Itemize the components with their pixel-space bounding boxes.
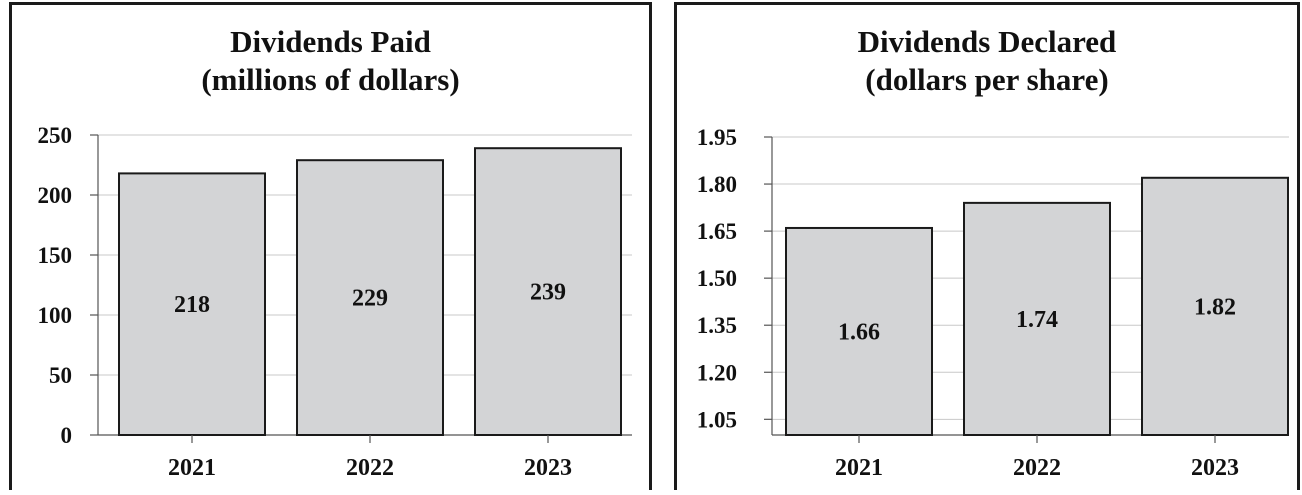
x-tick-label: 2021: [835, 455, 883, 481]
data-label: 239: [530, 280, 566, 306]
y-tick-label: 0: [61, 423, 73, 448]
y-tick-label: 150: [38, 243, 73, 268]
y-tick-label: 1.50: [697, 266, 737, 291]
y-tick-label: 250: [38, 123, 73, 148]
y-tick-label: 1.65: [697, 219, 737, 244]
chart-title-block: Dividends Paid (millions of dollars): [12, 23, 649, 99]
x-tick-label: 2023: [1191, 455, 1239, 481]
chart-panel-dividends-declared: Dividends Declared (dollars per share) 1…: [674, 2, 1300, 490]
y-tick-label: 1.20: [697, 360, 737, 385]
bar-2023: [1141, 176, 1289, 436]
chart-subtitle: (millions of dollars): [201, 62, 460, 97]
bar-2021: [118, 172, 266, 436]
data-label: 1.82: [1194, 294, 1236, 320]
data-label: 1.74: [1016, 307, 1058, 333]
bar-2022: [963, 201, 1111, 436]
y-tick-label: 100: [38, 303, 73, 328]
chart-title: Dividends Declared: [857, 24, 1117, 59]
x-tick-label: 2023: [524, 455, 572, 481]
data-label: 218: [174, 292, 210, 318]
bar-chart-dividends-declared: 1.05 1.20 1.35 1.50 1.65 1.80 1.95 1.66 2021 1.74…: [697, 125, 1289, 481]
chart-subtitle: (dollars per share): [865, 62, 1109, 97]
data-label: 229: [352, 286, 388, 312]
chart-title-block: Dividends Declared (dollars per share): [677, 23, 1297, 99]
chart-title: Dividends Paid: [230, 24, 431, 59]
x-tick-label: 2021: [168, 455, 216, 481]
chart-panel-dividends-paid: Dividends Paid (millions of dollars) 0 50…: [9, 2, 652, 490]
data-label: 1.66: [838, 319, 880, 345]
y-tick-label: 1.80: [697, 172, 737, 197]
x-tick-label: 2022: [346, 455, 394, 481]
bar-2021: [785, 226, 933, 436]
x-tick-label: 2022: [1013, 455, 1061, 481]
y-tick-label: 50: [49, 363, 72, 388]
y-tick-label: 1.35: [697, 313, 737, 338]
bar-chart-dividends-paid: 0 50 100 150 200 250 218 2021 229 2022 239 2023: [38, 123, 632, 481]
bar-2022: [296, 159, 444, 436]
y-tick-label: 1.05: [697, 407, 737, 432]
y-tick-label: 1.95: [697, 125, 737, 150]
y-tick-label: 200: [38, 183, 73, 208]
bar-2023: [474, 147, 622, 436]
